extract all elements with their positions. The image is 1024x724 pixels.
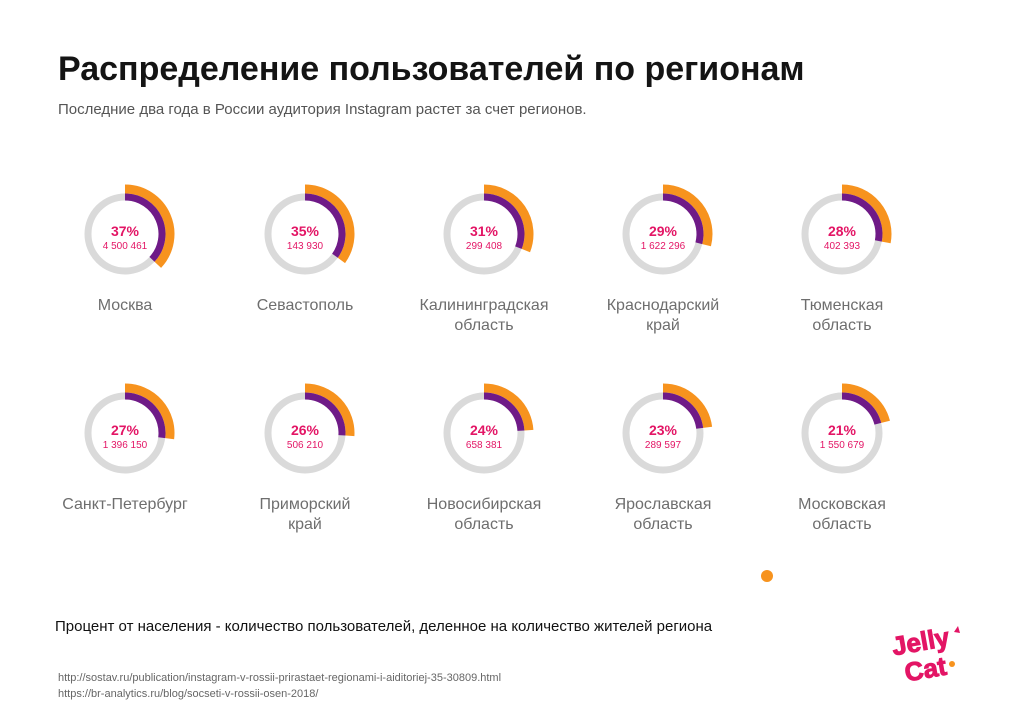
percent-label: 35% <box>291 223 320 239</box>
percent-label: 27% <box>111 422 140 438</box>
logo-ear-icon <box>954 626 960 633</box>
region-name-line: область <box>812 317 872 334</box>
percent-label: 26% <box>291 422 320 438</box>
donut-arc-value <box>304 193 346 258</box>
region-card: 23% 289 597 Ярославская область <box>573 383 753 535</box>
percent-label: 23% <box>649 422 678 438</box>
user-count-label: 658 381 <box>466 440 503 451</box>
region-name-line: Севастополь <box>256 297 354 314</box>
user-count-label: 402 393 <box>824 241 861 252</box>
percent-label: 29% <box>649 223 678 239</box>
region-donut: 29% 1 622 296 <box>622 184 713 275</box>
donut-arc-outer <box>124 184 175 268</box>
region-name: Санкт-Петербург <box>35 495 215 515</box>
user-count-label: 506 210 <box>287 440 324 451</box>
user-count-label: 1 550 679 <box>820 440 865 451</box>
region-donut: 37% 4 500 461 <box>84 184 175 275</box>
region-donut: 26% 506 210 <box>264 383 355 474</box>
region-card: 31% 299 408 Калининградская область <box>394 184 574 336</box>
page-subtitle: Последние два года в России аудитория In… <box>58 101 587 118</box>
donut-arc-value <box>124 392 166 439</box>
region-name-line: область <box>454 516 514 533</box>
donut-arc-outer <box>841 184 892 244</box>
region-name: Приморский край <box>215 495 395 535</box>
source-link-2[interactable]: https://br-analytics.ru/blog/socseti-v-r… <box>58 688 319 700</box>
orange-dot <box>761 570 773 582</box>
region-donut: 23% 289 597 <box>622 383 713 474</box>
region-name-line: край <box>646 317 680 334</box>
region-name-line: Ярославская <box>614 496 712 513</box>
region-card: 24% 658 381 Новосибирская область <box>394 383 574 535</box>
region-name-line: область <box>812 516 872 533</box>
region-card: 35% 143 930 Севастополь <box>215 184 395 316</box>
donut-arc-value <box>483 193 525 249</box>
donut-arc-value <box>304 392 346 436</box>
user-count-label: 299 408 <box>466 241 503 252</box>
percent-label: 31% <box>470 223 499 239</box>
donut-arc-value <box>483 392 525 432</box>
region-name: Калининградская область <box>394 296 574 336</box>
region-name-line: область <box>633 516 693 533</box>
user-count-label: 289 597 <box>645 440 682 451</box>
region-name-line: Калининградская <box>419 297 549 314</box>
donut-arc-value <box>662 193 704 245</box>
donut-arc-value <box>841 193 883 242</box>
region-name-line: область <box>454 317 514 334</box>
region-donut: 24% 658 381 <box>443 383 534 474</box>
region-donut: 31% 299 408 <box>443 184 534 275</box>
percent-label: 21% <box>828 422 857 438</box>
region-name-line: Москва <box>97 297 153 314</box>
region-name-line: Приморский <box>259 496 351 513</box>
donut-arc-value <box>662 392 704 429</box>
region-donut: 28% 402 393 <box>801 184 892 275</box>
user-count-label: 143 930 <box>287 241 324 252</box>
region-card: 26% 506 210 Приморский край <box>215 383 395 535</box>
region-name-line: Новосибирская <box>426 496 542 513</box>
region-name: Московская область <box>752 495 932 535</box>
region-name: Ярославская область <box>573 495 753 535</box>
page-title: Распределение пользователей по регионам <box>58 50 805 88</box>
user-count-label: 1 622 296 <box>641 241 686 252</box>
donut-arc-outer <box>841 383 890 424</box>
donut-arc-outer <box>483 383 534 431</box>
donut-arc-outer <box>483 184 534 253</box>
region-card: 28% 402 393 Тюменская область <box>752 184 932 336</box>
region-donut: 35% 143 930 <box>264 184 355 275</box>
percent-label: 37% <box>111 223 140 239</box>
footnote: Процент от населения - количество пользо… <box>55 618 713 635</box>
donut-arc-outer <box>662 383 713 429</box>
region-card: 29% 1 622 296 Краснодарский край <box>573 184 753 336</box>
donut-arc-outer <box>304 383 355 437</box>
percent-label: 24% <box>470 422 499 438</box>
region-card: 21% 1 550 679 Московская область <box>752 383 932 535</box>
jellycat-logo: Jelly Cat <box>889 621 960 688</box>
region-name-line: Московская <box>798 496 886 513</box>
logo-word-2: Cat <box>902 651 949 688</box>
region-name-line: край <box>288 516 322 533</box>
region-name: Москва <box>35 296 215 316</box>
donut-arc-outer <box>124 383 175 440</box>
region-name-line: Тюменская <box>800 297 884 314</box>
region-name: Новосибирская область <box>394 495 574 535</box>
donut-arc-outer <box>662 184 713 247</box>
donut-arc-value <box>124 193 166 262</box>
logo-dot-icon <box>949 661 955 667</box>
user-count-label: 1 396 150 <box>103 440 148 451</box>
donut-arc-outer <box>304 184 355 264</box>
region-card: 27% 1 396 150 Санкт-Петербург <box>35 383 215 515</box>
region-name: Тюменская область <box>752 296 932 336</box>
source-link-1[interactable]: http://sostav.ru/publication/instagram-v… <box>58 672 502 684</box>
user-count-label: 4 500 461 <box>103 241 148 252</box>
region-name-line: Санкт-Петербург <box>62 496 188 513</box>
region-donut: 21% 1 550 679 <box>801 383 890 474</box>
region-name: Краснодарский край <box>573 296 753 336</box>
region-name: Севастополь <box>215 296 395 316</box>
donut-arc-value <box>841 392 882 425</box>
region-name-line: Краснодарский <box>606 297 720 314</box>
region-donut: 27% 1 396 150 <box>84 383 175 474</box>
region-card: 37% 4 500 461 Москва <box>35 184 215 316</box>
percent-label: 28% <box>828 223 857 239</box>
